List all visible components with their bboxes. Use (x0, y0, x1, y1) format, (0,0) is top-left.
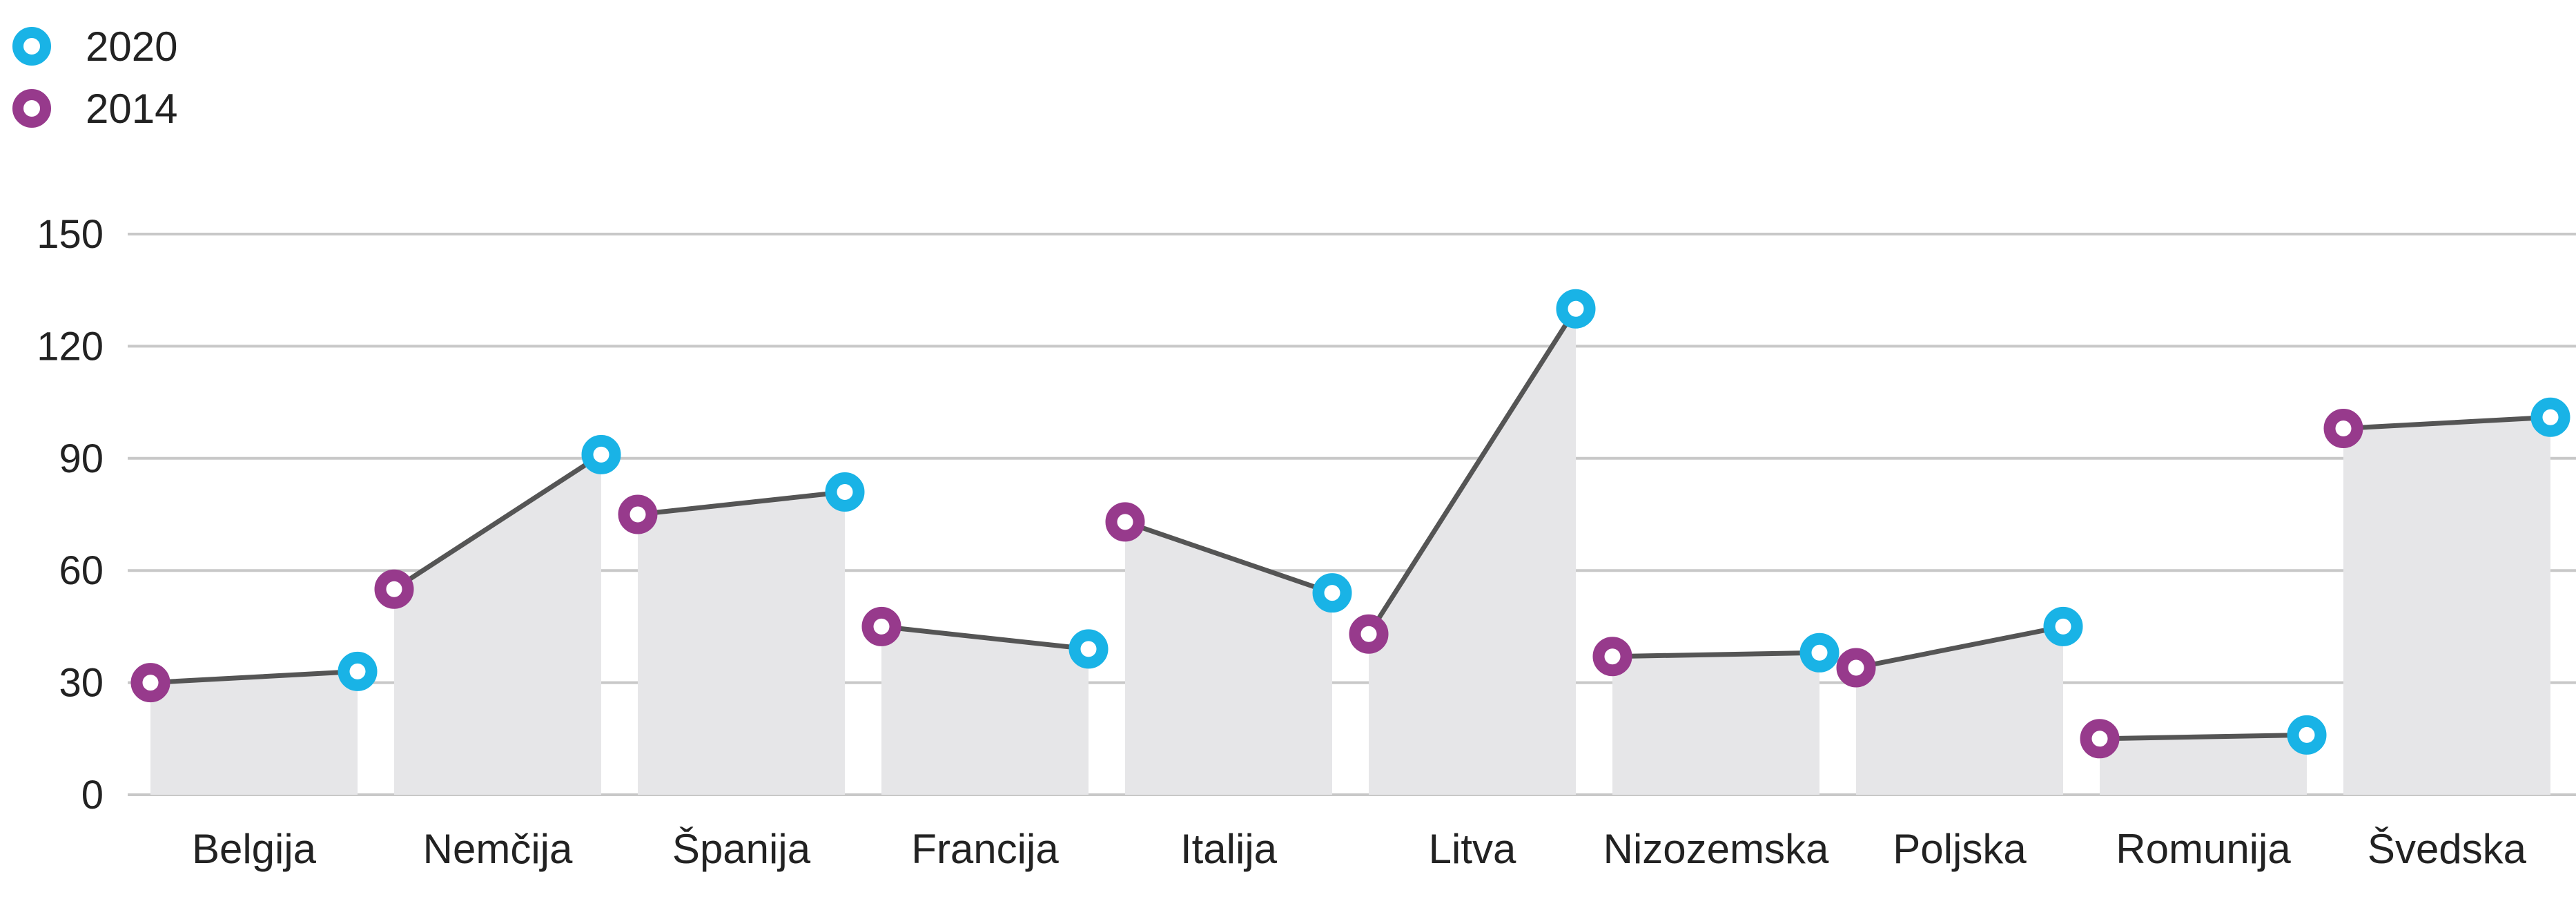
x-tick-label: Nizozemska (1603, 826, 1829, 872)
connector-line (148, 668, 360, 686)
area-fill (1612, 653, 1819, 795)
point-2014 (2323, 408, 2363, 448)
point-2020 (1069, 629, 1109, 669)
legend-marker-2020 (12, 27, 51, 66)
legend-marker-2014 (12, 89, 51, 128)
x-tick-label: Belgija (192, 826, 317, 872)
connector-line (1853, 624, 2066, 670)
point-2020 (581, 434, 621, 474)
y-tick-label: 30 (59, 661, 104, 706)
x-tick-label: Švedska (2368, 826, 2527, 872)
area-fill (2343, 417, 2550, 795)
x-tick-label: Romunija (2116, 826, 2291, 872)
point-2014 (1349, 614, 1389, 654)
point-2020 (1312, 573, 1352, 613)
area-fill (394, 454, 601, 795)
x-tick-label: Italija (1180, 826, 1278, 872)
x-tick-label: Poljska (1893, 826, 2027, 872)
point-2020 (1799, 632, 1840, 673)
area-fill (1369, 309, 1576, 795)
legend-item-2014: 2014 (12, 77, 177, 139)
y-tick-label: 150 (37, 212, 104, 257)
area-fill (1125, 521, 1332, 795)
data-points (130, 289, 2570, 759)
connector-line (1122, 519, 1335, 596)
legend: 2020 2014 (12, 15, 177, 139)
x-tick-label: Nemčija (423, 826, 573, 872)
point-2020 (338, 651, 378, 691)
y-tick-label: 0 (81, 773, 104, 818)
area-fill (2100, 735, 2307, 795)
connector-line (635, 490, 848, 517)
y-tick-label: 90 (59, 436, 104, 481)
legend-label-2014: 2014 (86, 85, 178, 132)
point-2020 (825, 472, 865, 512)
y-tick-label: 60 (59, 548, 104, 593)
area-fill (150, 671, 358, 795)
area-fill (638, 492, 845, 795)
point-2014 (2080, 719, 2120, 759)
area-fills (150, 309, 2550, 795)
y-tick-label: 120 (37, 324, 104, 369)
connector-lines (148, 306, 2553, 742)
point-2014 (1836, 648, 1876, 688)
x-tick-label: Španija (672, 826, 811, 872)
connector-line (2341, 414, 2553, 431)
connector-line (1610, 650, 1822, 659)
point-2014 (1105, 502, 1145, 542)
x-tick-label: Litva (1429, 826, 1516, 872)
point-2020 (2043, 606, 2083, 646)
area-fill (1856, 626, 2063, 795)
connector-line (879, 624, 1091, 652)
point-2020 (2530, 397, 2570, 437)
point-2014 (374, 569, 414, 609)
area-fill (881, 626, 1089, 795)
point-2014 (1592, 637, 1632, 677)
point-2020 (1556, 289, 1596, 329)
point-2014 (618, 494, 658, 534)
legend-item-2020: 2020 (12, 15, 177, 77)
connector-line (391, 452, 604, 592)
connector-line (1366, 306, 1579, 637)
point-2014 (861, 606, 901, 646)
connector-line (2097, 732, 2310, 742)
x-tick-label: Francija (911, 826, 1059, 872)
point-2014 (130, 663, 170, 703)
axis-labels: 0 30 60 90 120 150 Belgija Nemčija Španija Franci… (37, 212, 2526, 872)
point-2020 (2287, 715, 2327, 755)
legend-label-2020: 2020 (86, 23, 178, 70)
